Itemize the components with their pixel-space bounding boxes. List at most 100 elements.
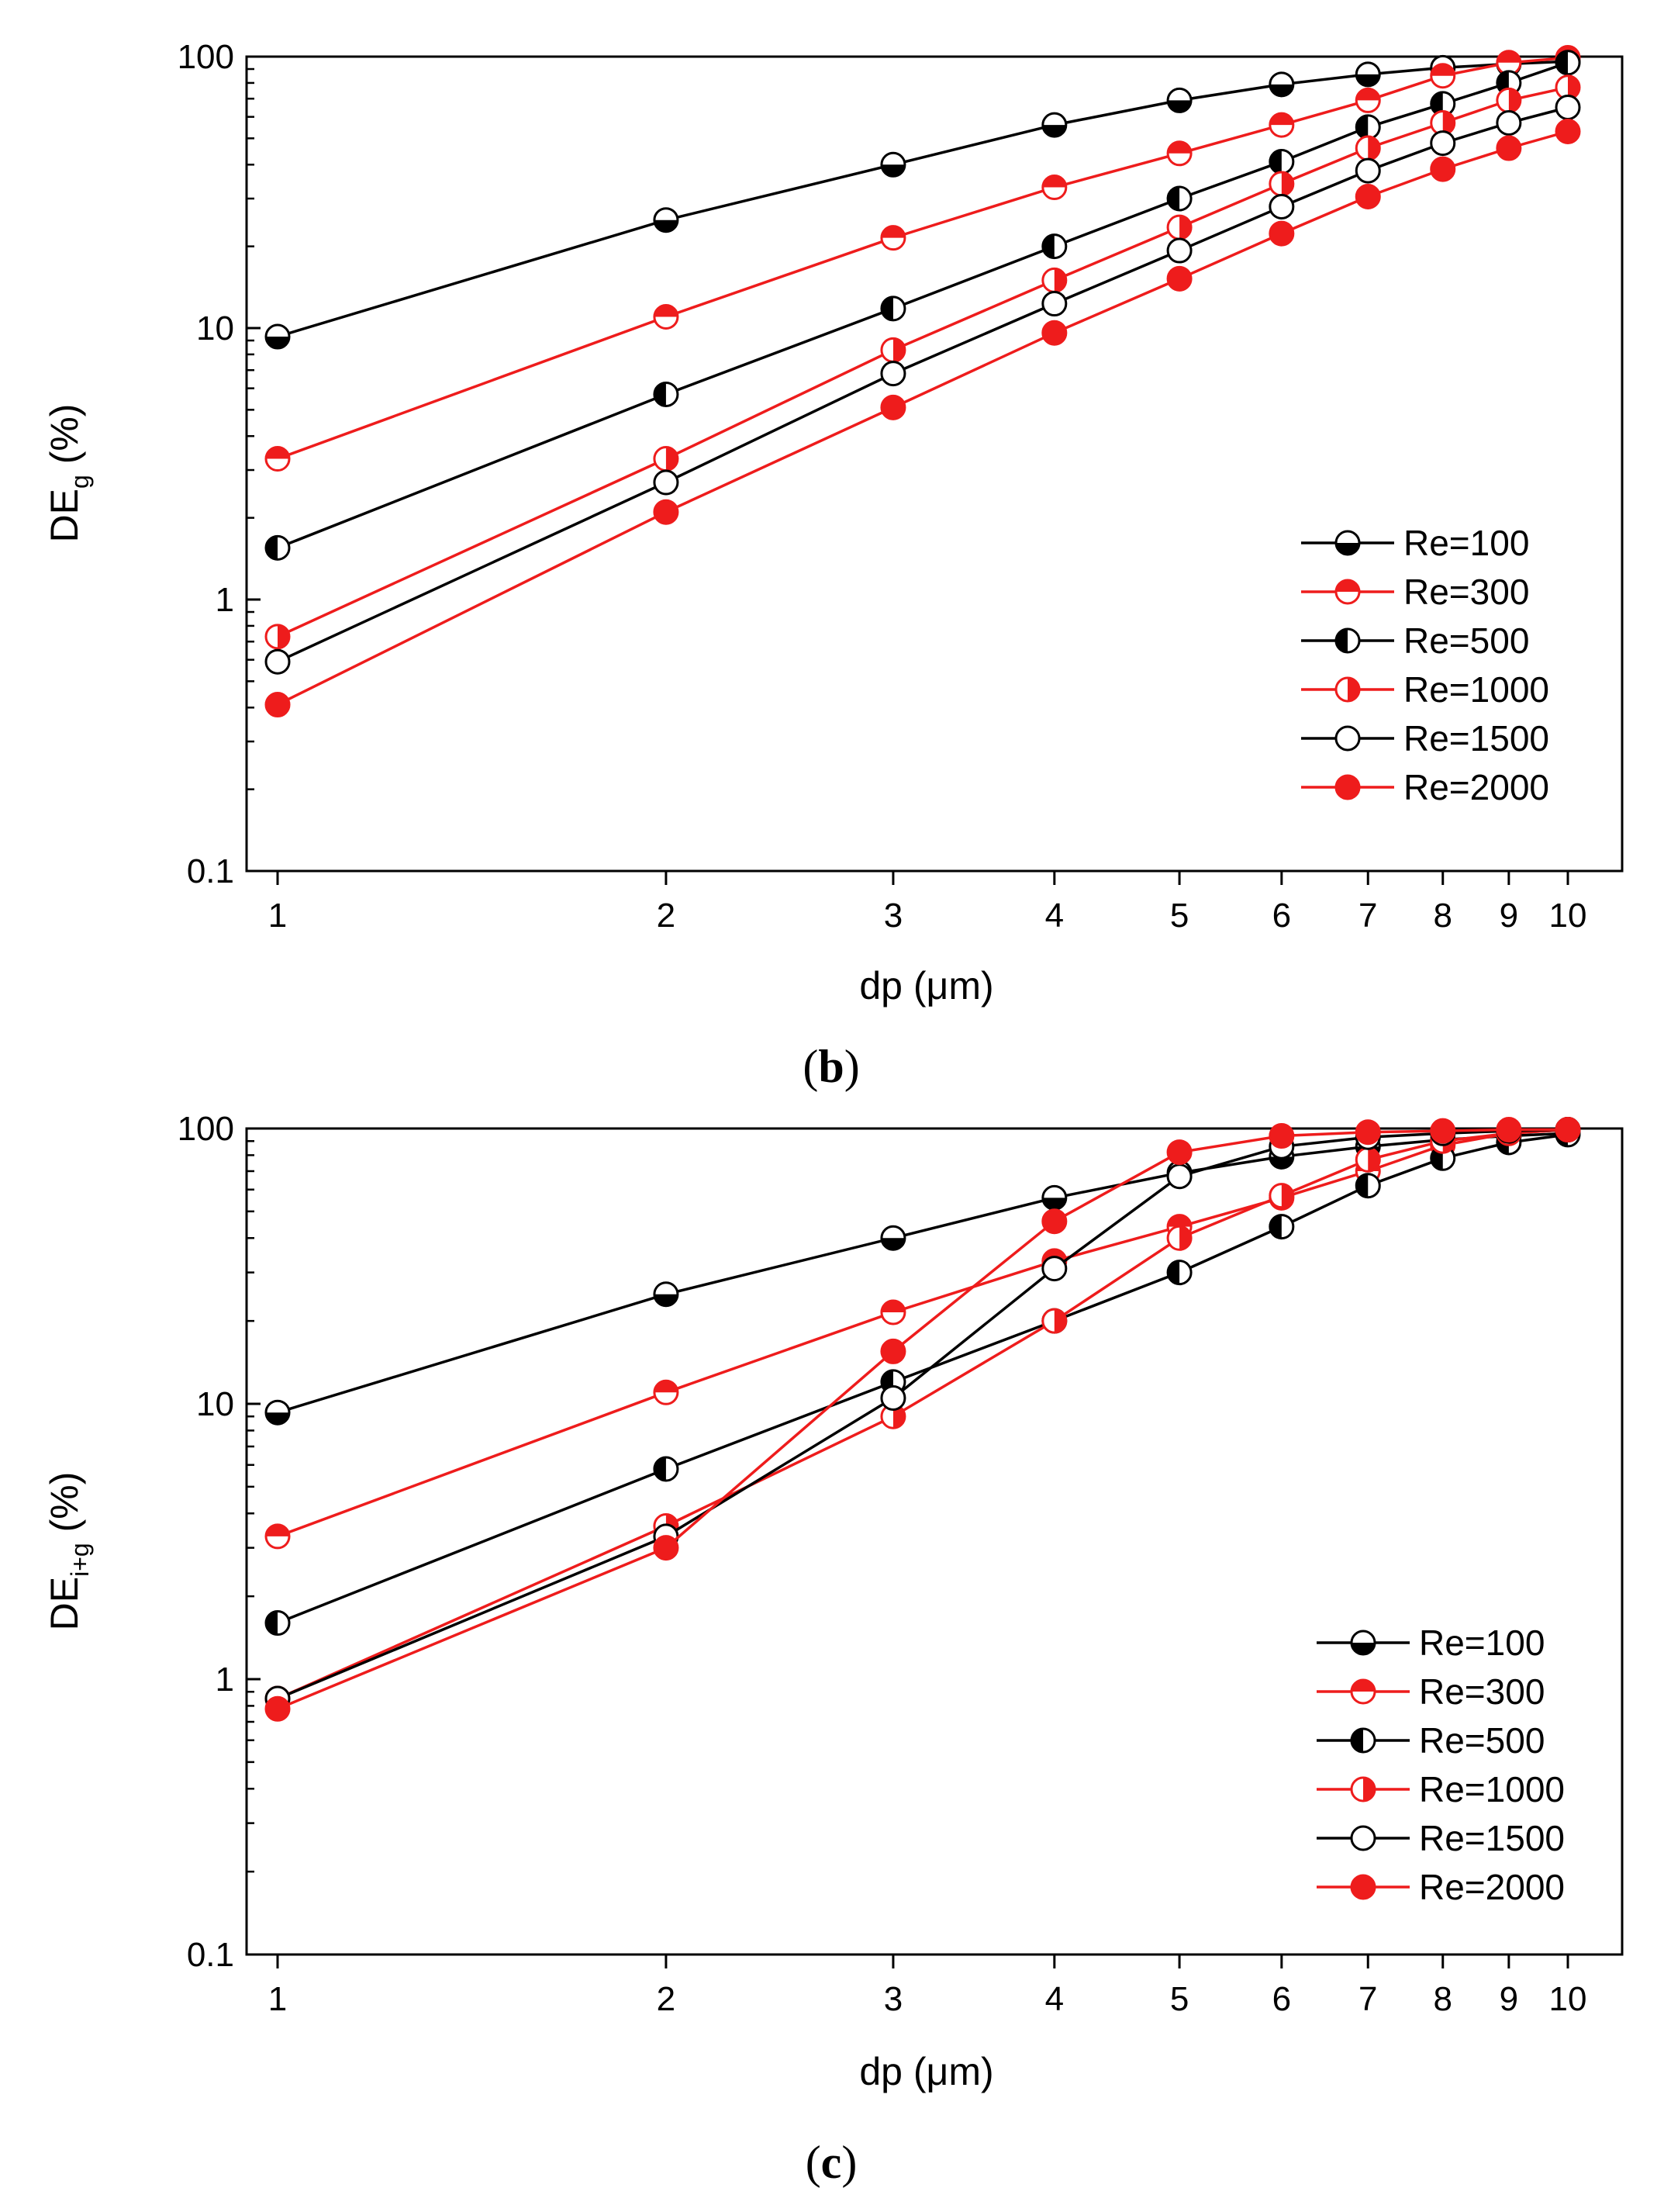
data-point [1430,1118,1456,1144]
marker-half [1352,1729,1363,1752]
marker-outline [653,469,679,496]
legend-label: Re=1000 [1419,1769,1565,1809]
marker-outline [264,1610,291,1637]
data-point [1166,265,1193,292]
marker-outline [1355,87,1381,113]
data-point [1041,291,1068,317]
legend-marker [1334,676,1361,703]
marker-bg [1497,111,1521,135]
data-point [264,1523,291,1550]
data-point [1041,320,1068,346]
y-axis-label: DEi+g (%) [43,1472,94,1631]
marker-half [1168,1215,1192,1227]
marker-half [266,1412,289,1425]
data-point [1496,109,1522,136]
x-tick-label: 2 [657,897,675,935]
legend-marker [1334,627,1361,654]
x-tick-label: 1 [268,1980,287,2018]
marker-half [881,1238,905,1250]
y-tick-label: 0.1 [187,852,234,890]
marker-fill [1496,135,1522,161]
marker-fill [1041,1208,1068,1235]
marker-outline [1334,676,1361,703]
legend-label: Re=1000 [1403,669,1549,710]
marker-half [1168,141,1192,154]
series-Re-500 [264,50,1581,561]
data-point [1166,214,1193,240]
data-point [264,1399,291,1426]
data-point [264,446,291,472]
x-tick-label: 8 [1433,897,1452,935]
data-point [1269,149,1295,175]
marker-half [892,338,905,362]
panel-label: (c) [806,2137,858,2188]
series-line [277,1128,1568,1710]
marker-half [654,382,666,406]
plot-frame [245,1127,1624,1956]
data-point [880,151,906,178]
marker-outline [1166,237,1193,264]
data-point [1041,267,1068,293]
marker-outline [1269,112,1295,138]
x-tick-label: 10 [1549,897,1587,935]
x-tick-label: 1 [268,897,287,935]
data-point [1166,87,1193,113]
x-tick-label: 6 [1272,897,1291,935]
marker-half [654,305,678,317]
data-point [1430,130,1456,157]
data-point [1555,74,1581,101]
data-point [264,692,291,718]
marker-outline [1430,130,1456,157]
marker-fill [1166,265,1193,292]
data-point [1355,135,1381,161]
x-tick-label: 7 [1358,1980,1377,2018]
marker-half [1442,111,1455,135]
data-point [1496,1117,1522,1143]
marker-half [1269,84,1293,96]
marker-bg [1556,95,1579,119]
marker-outline [264,624,291,650]
legend-label: Re=2000 [1403,767,1549,807]
data-point [1041,233,1068,260]
marker-outline [1350,1630,1376,1656]
y-tick-label: 100 [178,1110,234,1148]
marker-outline [1350,1727,1376,1754]
data-point [880,1225,906,1251]
marker-outline [1334,627,1361,654]
legend-item-Re-1000: Re=1000 [1301,669,1549,710]
data-point [264,1610,291,1637]
marker-half [1336,580,1359,592]
marker-half [1042,175,1066,188]
marker-bg [881,361,905,385]
marker-bg [1168,239,1192,263]
marker-bg [1431,131,1455,155]
legend-label: Re=300 [1419,1671,1545,1712]
data-point [653,1535,679,1561]
marker-fill [1430,1118,1456,1144]
marker-fill [1555,1117,1581,1143]
marker-half [1356,74,1380,86]
series-Re-1500 [264,94,1581,675]
y-tick-label: 10 [196,309,234,347]
marker-outline [653,1379,679,1405]
marker-fill [1355,1119,1381,1146]
legend-label: Re=100 [1403,523,1529,563]
marker-fill [264,692,291,718]
data-point [264,534,291,561]
marker-bg [1042,292,1066,316]
marker-outline [1355,1173,1381,1199]
marker-outline [1166,1260,1193,1286]
data-point [1555,50,1581,76]
data-point [653,446,679,472]
marker-half [1168,100,1192,112]
marker-fill [264,1695,291,1722]
data-point [1355,157,1381,184]
marker-outline [1355,157,1381,184]
series-line [277,1133,1569,1625]
data-point [1496,87,1522,113]
chart-panel-b: 0.1 1 10 100 1 2 3 4 5 6 7 8 9 10 dp (μm) DEg (%) Re=100… [43,38,1624,1092]
marker-half [1269,1156,1293,1169]
marker-half [1281,171,1293,195]
marker-outline [1350,1825,1376,1851]
marker-half [654,1294,678,1306]
